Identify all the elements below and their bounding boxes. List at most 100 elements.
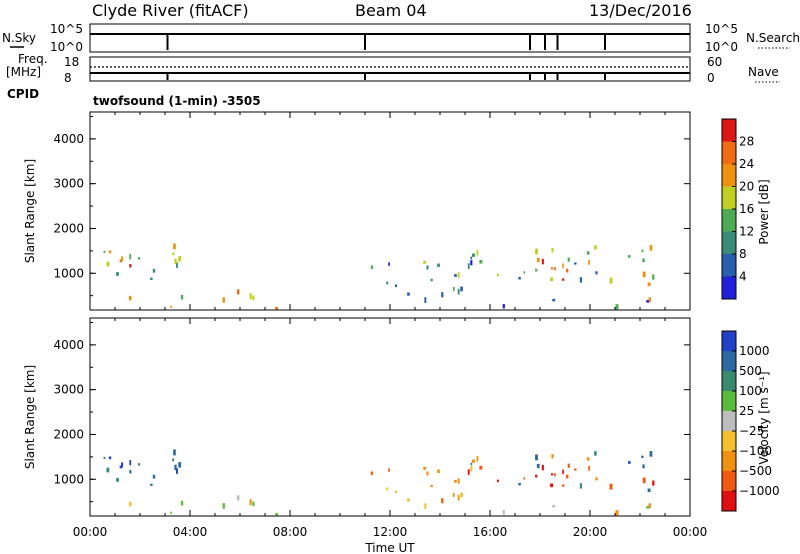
velocity-scatter-point [430,484,433,488]
velocity-scatter-point [502,510,505,515]
velocity-scatter-point [121,462,124,468]
x-axis-label: Time UT [364,541,415,554]
velocity-scatter-point [536,463,540,469]
power-scatter-point [550,267,554,270]
velocity-ytick-label: 3000 [53,383,84,397]
power-scatter-point [566,268,569,273]
power-panel: 1000 2000 3000 4000 Slant Range [km] [23,111,691,311]
power-scatter-point [647,282,651,287]
power-scatter-point [116,272,119,276]
x-tick-label: 16:00 [473,525,508,539]
velocity-colorbar-tick-label: 500 [739,364,762,378]
velocity-scatter-point [479,465,483,470]
power-scatter-point [150,277,153,281]
power-scatter-point [222,297,225,303]
power-scatter-point [175,262,178,268]
power-scatter-point [178,256,182,262]
velocity-scatter-point [172,458,175,462]
velocity-scatter-point [552,504,556,508]
velocity-scatter-point [518,482,521,486]
power-colorbar-segment [722,209,736,232]
velocity-scatter-point [453,480,457,483]
nsky-tick-high: 10^5 [50,22,83,36]
power-scatter-point [523,271,526,274]
velocity-scatter-point [395,490,398,494]
velocity-scatter-point [150,483,153,487]
power-ytick-label: 3000 [53,177,84,191]
power-scatter-point [554,267,556,271]
power-colorbar-segment [722,141,736,164]
velocity-scatter-point [496,479,499,483]
nsearch-label: N.Search [746,31,800,45]
power-scatter-point [457,288,460,295]
nave-label: Nave [748,65,779,79]
power-scatter-point [129,264,132,268]
velocity-scatter-point [178,462,182,468]
velocity-scatter-point [594,451,597,456]
velocity-scatter-point [252,501,255,507]
freq-label: Freq. [18,52,48,66]
power-scatter-point [646,300,650,303]
nsky-drops [166,34,606,50]
velocity-colorbar-tick-label: −500 [739,464,772,478]
cpid-text: twofsound (1-min) -3505 [93,94,261,108]
velocity-scatter-point [586,457,590,461]
freq-unit-label: [MHz] [6,65,41,79]
velocity-scatter-point [588,465,590,471]
power-scatter-point [460,286,463,292]
velocity-scatter-point [222,503,225,509]
nsky-tick-low: 10^0 [50,40,83,54]
power-scatter-point [518,276,521,280]
power-scatter-point [496,273,499,277]
nave-tick-low: 0 [707,71,715,85]
power-scatter-point [128,295,132,301]
velocity-ytick-label: 4000 [53,338,84,352]
velocity-scatter-point [470,462,473,466]
velocity-colorbar-tick-label: 25 [739,404,754,418]
velocity-ylabel: Slant Range [km] [23,365,37,469]
nave-tick-high: 60 [707,55,722,69]
x-tick-label: 12:00 [373,525,408,539]
power-scatter-point [641,249,644,253]
power-scatter-point [649,245,653,251]
velocity-scatter-point [470,466,473,472]
power-scatter-point [551,248,554,253]
velocity-scatter-point [423,466,427,470]
power-scatter-point [172,252,175,256]
power-scatter-point [595,271,598,275]
velocity-colorbar-label: Velocity [m s⁻¹] [757,371,771,464]
power-colorbar-tick-label: 28 [739,135,754,149]
velocity-scatter-point [541,464,544,471]
nsky-panel-frame [89,23,691,53]
power-scatter-point [472,253,475,257]
station-title: Clyde River (fitACF) [92,1,249,20]
velocity-scatter-point [388,468,390,472]
velocity-scatter-point [460,492,463,498]
velocity-scatter-point [476,455,479,462]
power-scatter-point [452,286,455,292]
power-scatter-point [476,249,479,256]
power-scatter-point [430,278,433,282]
power-colorbar-tick-label: 4 [739,270,747,284]
power-scatter-point [386,281,389,285]
power-scatter-point [562,278,565,281]
power-scatter-point [453,274,457,277]
x-tick-label: 08:00 [273,525,308,539]
power-scatter-point [437,263,440,267]
nsky-label: N.Sky [2,31,36,45]
power-scatter-point [642,271,646,278]
velocity-scatter-point [119,465,123,469]
velocity-scatter-point [170,511,172,515]
power-scatter-point [103,250,106,253]
power-scatter-point [648,297,651,303]
velocity-scatter-point [642,464,645,469]
power-scatter-point [579,277,582,283]
power-colorbar-segment [722,164,736,187]
power-scatter-point [170,305,172,309]
power-x-tickmarks [89,112,691,310]
velocity-colorbar: 1000 500 100 25 −25 −100 −500 −1000 [721,330,780,512]
velocity-scatter-point [649,451,653,457]
velocity-scatter-point [275,512,278,516]
power-scatter-point [121,256,124,262]
